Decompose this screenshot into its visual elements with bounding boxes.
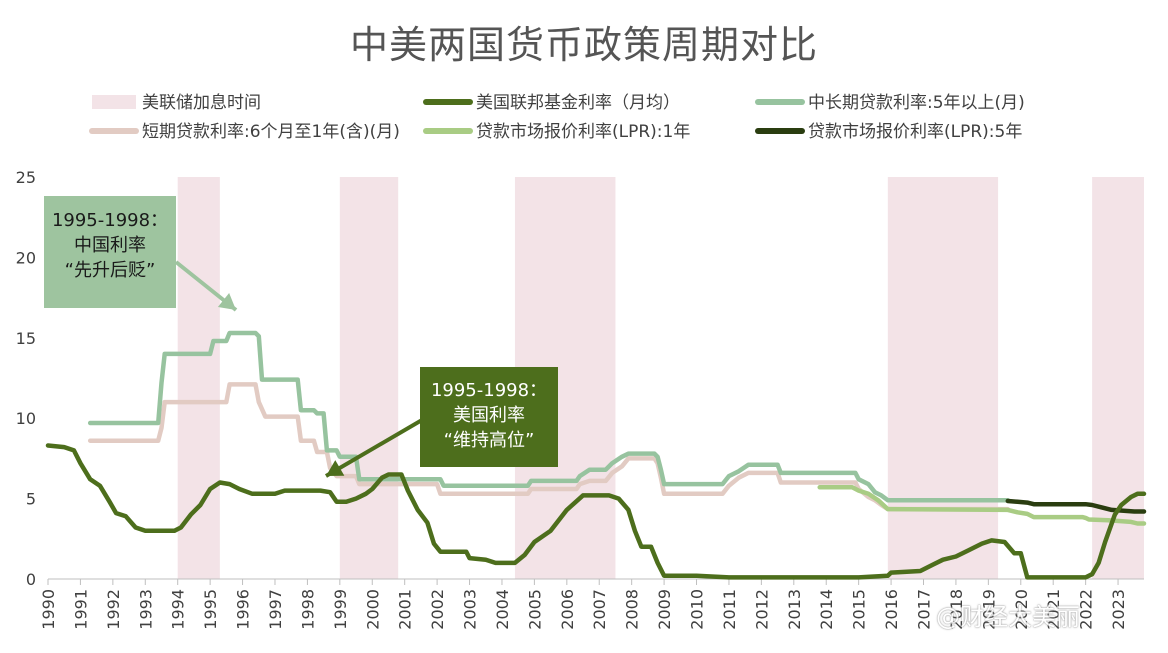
x-tick-label: 2007 — [590, 589, 609, 630]
legend-label-1: 美国联邦基金利率（月均） — [476, 93, 680, 113]
x-tick-label: 2008 — [623, 589, 642, 630]
x-tick-label: 2009 — [655, 589, 674, 630]
annotation-arrows — [174, 260, 424, 478]
x-tick-label: 1991 — [71, 589, 90, 630]
x-tick-label: 2000 — [363, 589, 382, 630]
legend-label-2: 中长期贷款利率:5年以上(月) — [808, 93, 1025, 113]
x-tick-label: 1997 — [266, 589, 285, 630]
x-tick-label: 2016 — [882, 589, 901, 630]
x-tick-label: 1993 — [136, 589, 155, 630]
x-tick-label: 1998 — [298, 589, 317, 630]
x-tick-label: 2015 — [850, 589, 869, 630]
callout-china-line3: “先升后贬” — [64, 260, 156, 281]
callout-china-rate: 1995-1998： 中国利率 “先升后贬” — [44, 196, 176, 308]
arrow-us-shaft — [324, 418, 424, 478]
series-line-2 — [87, 382, 1011, 512]
x-tick-label: 2023 — [1109, 589, 1128, 630]
axes-layer: 0 5 10 15 20 25 1990 1991 1992 1993 1994 1995 1996 19… — [16, 168, 1144, 630]
series-line-1 — [87, 330, 1011, 503]
x-tick-label: 2019 — [979, 589, 998, 630]
hike-band-0 — [177, 177, 220, 579]
x-tick-label: 2010 — [688, 589, 707, 630]
legend-label-3: 短期贷款利率:6个月至1年(含)(月) — [142, 122, 400, 142]
hike-periods-layer — [177, 177, 1144, 579]
series-line-0 — [45, 443, 1147, 580]
x-tick-label: 2002 — [428, 589, 447, 630]
arrow-us-head — [326, 460, 345, 476]
callout-us-line2: 美国利率 — [453, 405, 525, 426]
y-tick-label: 20 — [16, 248, 36, 267]
series-line-4 — [1005, 498, 1147, 514]
x-tick-label: 2020 — [1012, 589, 1031, 630]
x-tick-label: 2003 — [461, 589, 480, 630]
callout-us-line3: “维持高位” — [443, 430, 535, 451]
x-tick-label: 2001 — [396, 589, 415, 630]
legend: 美联储加息时间 美国联邦基金利率（月均） 中长期贷款利率:5年以上(月) 短期贷款利率… — [89, 93, 1025, 142]
series-layer — [45, 330, 1147, 580]
x-tick-label: 1995 — [201, 589, 220, 630]
callout-us-line1: 1995-1998： — [430, 380, 548, 401]
x-tick-label: 2018 — [947, 589, 966, 630]
x-tick-label: 1990 — [39, 589, 58, 630]
y-tick-label: 5 — [26, 490, 36, 509]
legend-label-0: 美联储加息时间 — [142, 93, 261, 113]
x-tick-label: 2011 — [720, 589, 739, 630]
callout-china-line1: 1995-1998： — [51, 210, 169, 231]
y-tick-label: 0 — [26, 570, 36, 589]
watermark: @财经大美丽 — [936, 603, 1080, 631]
chart-title: 中美两国货币政策周期对比 — [349, 23, 818, 67]
series-line-3 — [817, 485, 1147, 526]
legend-label-5: 贷款市场报价利率(LPR):5年 — [808, 122, 1022, 142]
x-tick-label: 2022 — [1077, 589, 1096, 630]
callout-us-rate: 1995-1998： 美国利率 “维持高位” — [420, 367, 558, 467]
y-tick-label: 10 — [16, 409, 36, 428]
legend-swatch-0 — [92, 95, 136, 109]
legend-label-4: 贷款市场报价利率(LPR):1年 — [476, 122, 690, 142]
y-tick-label: 15 — [16, 329, 36, 348]
x-tick-label: 2006 — [558, 589, 577, 630]
callout-china-line2: 中国利率 — [74, 235, 146, 256]
arrow-china-head — [217, 292, 236, 310]
x-tick-label: 1994 — [169, 589, 188, 630]
x-tick-label: 2013 — [785, 589, 804, 630]
x-tick-label: 2012 — [752, 589, 771, 630]
x-tick-label: 2014 — [817, 589, 836, 630]
y-tick-label: 25 — [16, 168, 36, 187]
x-tick-label: 1996 — [234, 589, 253, 630]
x-tick-label: 2017 — [915, 589, 934, 630]
x-tick-label: 2004 — [493, 589, 512, 630]
x-tick-label: 2005 — [525, 589, 544, 630]
hike-band-3 — [887, 177, 999, 579]
x-tick-label: 1992 — [104, 589, 123, 630]
x-tick-label: 1999 — [331, 589, 350, 630]
x-tick-label: 2021 — [1044, 589, 1063, 630]
hike-band-1 — [339, 177, 399, 579]
